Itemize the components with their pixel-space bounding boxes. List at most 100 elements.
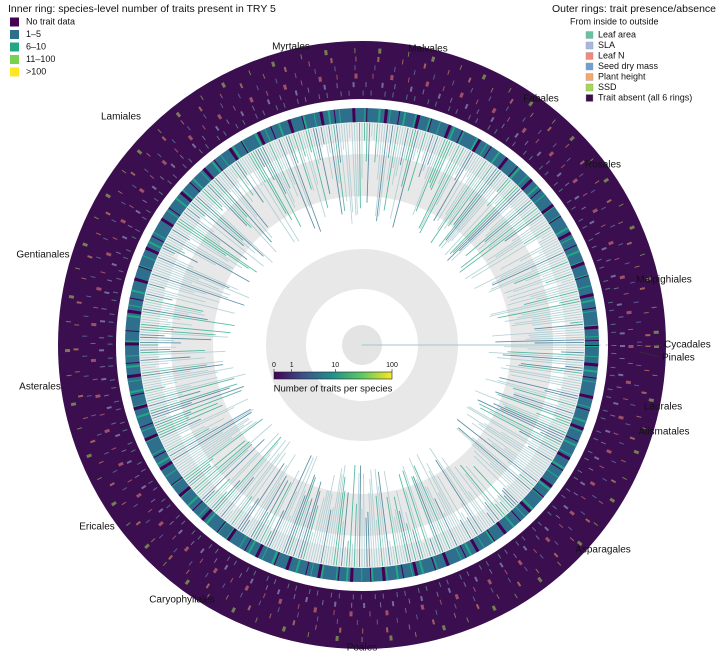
branch (248, 153, 266, 183)
branch (180, 436, 232, 474)
branch (300, 131, 326, 218)
clade-label: Asterales (19, 382, 61, 393)
branch (396, 490, 414, 562)
branch (477, 399, 563, 441)
branch (173, 226, 229, 262)
branch (164, 425, 206, 448)
branch (149, 383, 238, 412)
branch (215, 178, 272, 243)
branch (152, 386, 245, 419)
branch (459, 212, 541, 273)
branch (500, 408, 564, 439)
branch (218, 454, 271, 516)
branch (536, 412, 569, 427)
branch (441, 457, 491, 527)
branch (370, 469, 378, 567)
clade-label: Pinales (662, 353, 695, 364)
branch (423, 542, 429, 558)
branch (235, 162, 264, 203)
branch (474, 244, 561, 289)
outer-ring-texture (82, 65, 642, 625)
tick-label: 100 (386, 362, 398, 369)
branch (176, 222, 227, 256)
branch (426, 486, 456, 547)
branch (200, 476, 223, 498)
branch (556, 388, 579, 395)
branch (216, 176, 231, 193)
branch (386, 496, 399, 565)
outer-ring-texture (73, 56, 651, 634)
branch (156, 416, 190, 431)
branch (239, 463, 285, 531)
inner-ring (125, 108, 599, 582)
legend-label: Seed dry mass (598, 61, 659, 71)
branch (209, 183, 252, 228)
branch (494, 183, 515, 205)
branch (502, 487, 519, 504)
branch (378, 486, 389, 566)
branch (518, 364, 583, 374)
branch (471, 422, 544, 474)
branch (273, 457, 314, 550)
branch (186, 463, 211, 483)
branch (504, 268, 571, 294)
branch (493, 403, 565, 436)
branch (297, 132, 306, 157)
branch (172, 229, 191, 241)
branch (348, 465, 356, 567)
branch (173, 431, 224, 464)
branch (356, 123, 360, 197)
branch (431, 537, 439, 554)
branch (183, 418, 263, 478)
branch (411, 476, 441, 553)
branch (343, 546, 346, 567)
branch (302, 505, 319, 560)
branch (539, 235, 556, 246)
branch (405, 490, 427, 558)
branch (140, 329, 216, 336)
branch (141, 321, 172, 326)
branch (465, 224, 550, 280)
branch (480, 407, 559, 450)
clade-label: Fabales (523, 94, 559, 105)
branch (504, 448, 542, 476)
branch (146, 290, 235, 314)
branch (140, 356, 191, 361)
branch (241, 519, 251, 533)
branch (145, 293, 173, 301)
branch (513, 393, 574, 415)
legend-label: 11–100 (26, 54, 55, 64)
branch (387, 125, 394, 158)
branch (437, 159, 485, 231)
branch (424, 486, 453, 548)
branch (307, 129, 329, 208)
branch (528, 331, 584, 336)
branch (424, 137, 441, 180)
branch (237, 160, 248, 175)
branch (487, 437, 541, 478)
branch (391, 126, 404, 185)
branch (224, 169, 240, 188)
branch (393, 516, 404, 564)
branch (534, 323, 584, 330)
branch (365, 517, 368, 567)
branch (154, 389, 242, 424)
clade-label: Lamiales (101, 112, 141, 123)
branch (375, 519, 381, 567)
branch (541, 231, 554, 239)
phylogeny-rings (58, 41, 666, 649)
branch (246, 454, 296, 535)
branch (346, 123, 354, 213)
branch (159, 422, 188, 436)
branch (302, 130, 319, 185)
branch (288, 477, 316, 555)
branch (501, 489, 517, 506)
branch (435, 148, 467, 206)
branch (500, 238, 558, 270)
branch (141, 366, 156, 369)
branch (229, 441, 291, 524)
branch (460, 503, 481, 534)
branch (142, 311, 235, 327)
branch (358, 123, 361, 209)
branch (148, 390, 201, 407)
